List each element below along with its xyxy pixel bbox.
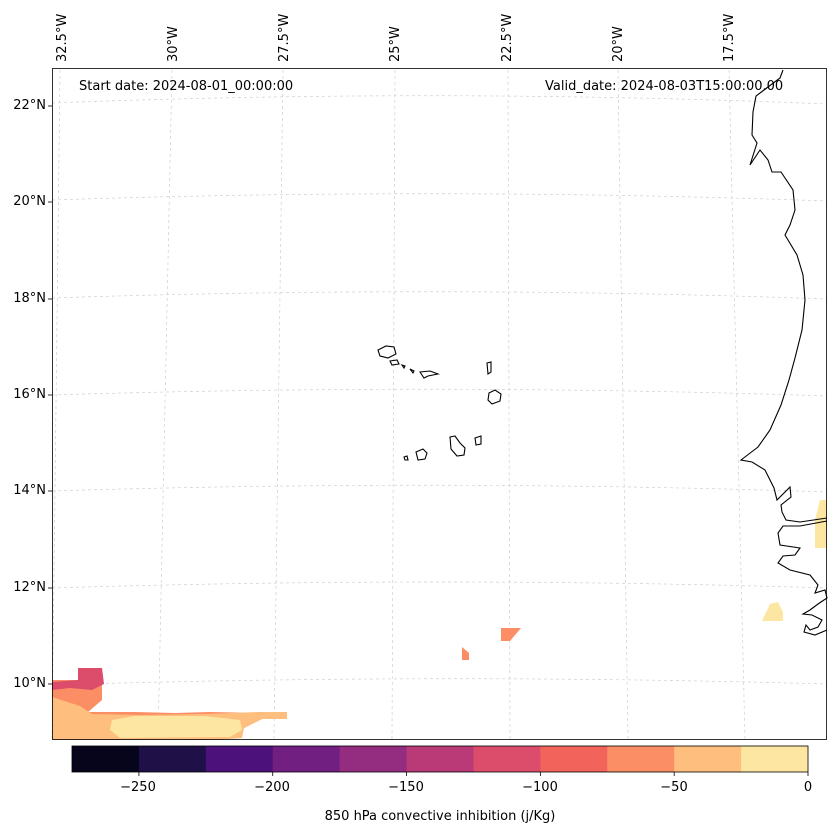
start-date-label: Start date: 2024-08-01_00:00:00	[79, 79, 294, 94]
lat-label: 20°N	[13, 194, 46, 209]
island-sao-nicolau	[409, 368, 440, 379]
lat-label: 22°N	[13, 98, 46, 113]
colorbar-tick-label: −200	[254, 780, 290, 795]
cin-region-sw-red	[52, 668, 104, 690]
valid-date-label: Valid_date: 2024-08-03T15:00:00.00	[545, 79, 784, 94]
lat-label: 14°N	[13, 483, 46, 498]
cin-region-cell-2	[462, 647, 469, 660]
colorbar-tick-label: −100	[522, 780, 558, 795]
island-maio	[474, 435, 482, 446]
map-frame	[52, 68, 827, 740]
colorbar-segment	[272, 746, 341, 772]
colorbar-segment	[406, 746, 474, 772]
colorbar-tick-label: 0	[803, 780, 813, 795]
colorbar-segment	[205, 746, 274, 772]
lon-label: 27.5°W	[277, 13, 292, 62]
lat-label: 10°N	[13, 676, 46, 691]
island-sao-vicente	[389, 359, 400, 366]
cin-region-east-pale-1	[815, 500, 827, 548]
island-santa-luzia	[400, 363, 406, 370]
cin-region-cell-1	[501, 628, 521, 641]
island-santo-antao	[377, 345, 397, 359]
lon-label: 32.5°W	[55, 13, 70, 62]
colorbar-tick-label: −250	[120, 780, 156, 795]
island-brava	[403, 455, 409, 461]
cin-region-sw-pale	[110, 716, 242, 738]
west-africa-coastline	[739, 69, 828, 636]
lon-label: 25°W	[388, 26, 403, 62]
colorbar-segment	[138, 746, 207, 772]
colorbar-segment	[540, 746, 608, 772]
gridlines	[51, 69, 828, 741]
colorbar-tick-label: −50	[660, 780, 688, 795]
colorbar-segment	[473, 746, 541, 772]
cin-contours	[52, 500, 827, 740]
colorbar-frame	[71, 745, 809, 773]
colorbar-title: 850 hPa convective inhibition (j/Kg)	[324, 809, 556, 824]
island-fogo	[415, 448, 428, 461]
island-santiago	[449, 435, 466, 457]
colorbar-segment	[607, 746, 675, 772]
lat-label: 12°N	[13, 580, 46, 595]
lon-label: 30°W	[166, 26, 181, 62]
lat-ticks	[48, 105, 52, 685]
lon-label: 20°W	[611, 26, 626, 62]
lat-label: 16°N	[13, 387, 46, 402]
colorbar	[71, 745, 809, 776]
colorbar-segment	[674, 746, 742, 772]
lon-label: 22.5°W	[500, 13, 515, 62]
lat-label: 18°N	[13, 291, 46, 306]
colorbar-tick-label: −150	[388, 780, 424, 795]
colorbar-segment	[339, 746, 408, 772]
coastlines	[377, 69, 828, 636]
island-sal	[486, 361, 492, 375]
colorbar-segment	[741, 746, 809, 772]
colorbar-segment	[72, 746, 140, 772]
island-boa-vista	[487, 389, 502, 405]
lon-label: 17.5°W	[722, 13, 737, 62]
cin-region-east-pale-2	[762, 602, 783, 621]
